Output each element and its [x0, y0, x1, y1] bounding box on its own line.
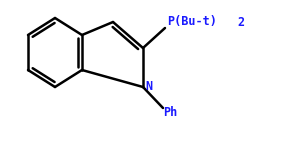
- Text: 2: 2: [237, 15, 244, 28]
- Text: Ph: Ph: [163, 106, 177, 119]
- Text: N: N: [145, 80, 152, 93]
- Text: P(Bu-t): P(Bu-t): [167, 15, 217, 28]
